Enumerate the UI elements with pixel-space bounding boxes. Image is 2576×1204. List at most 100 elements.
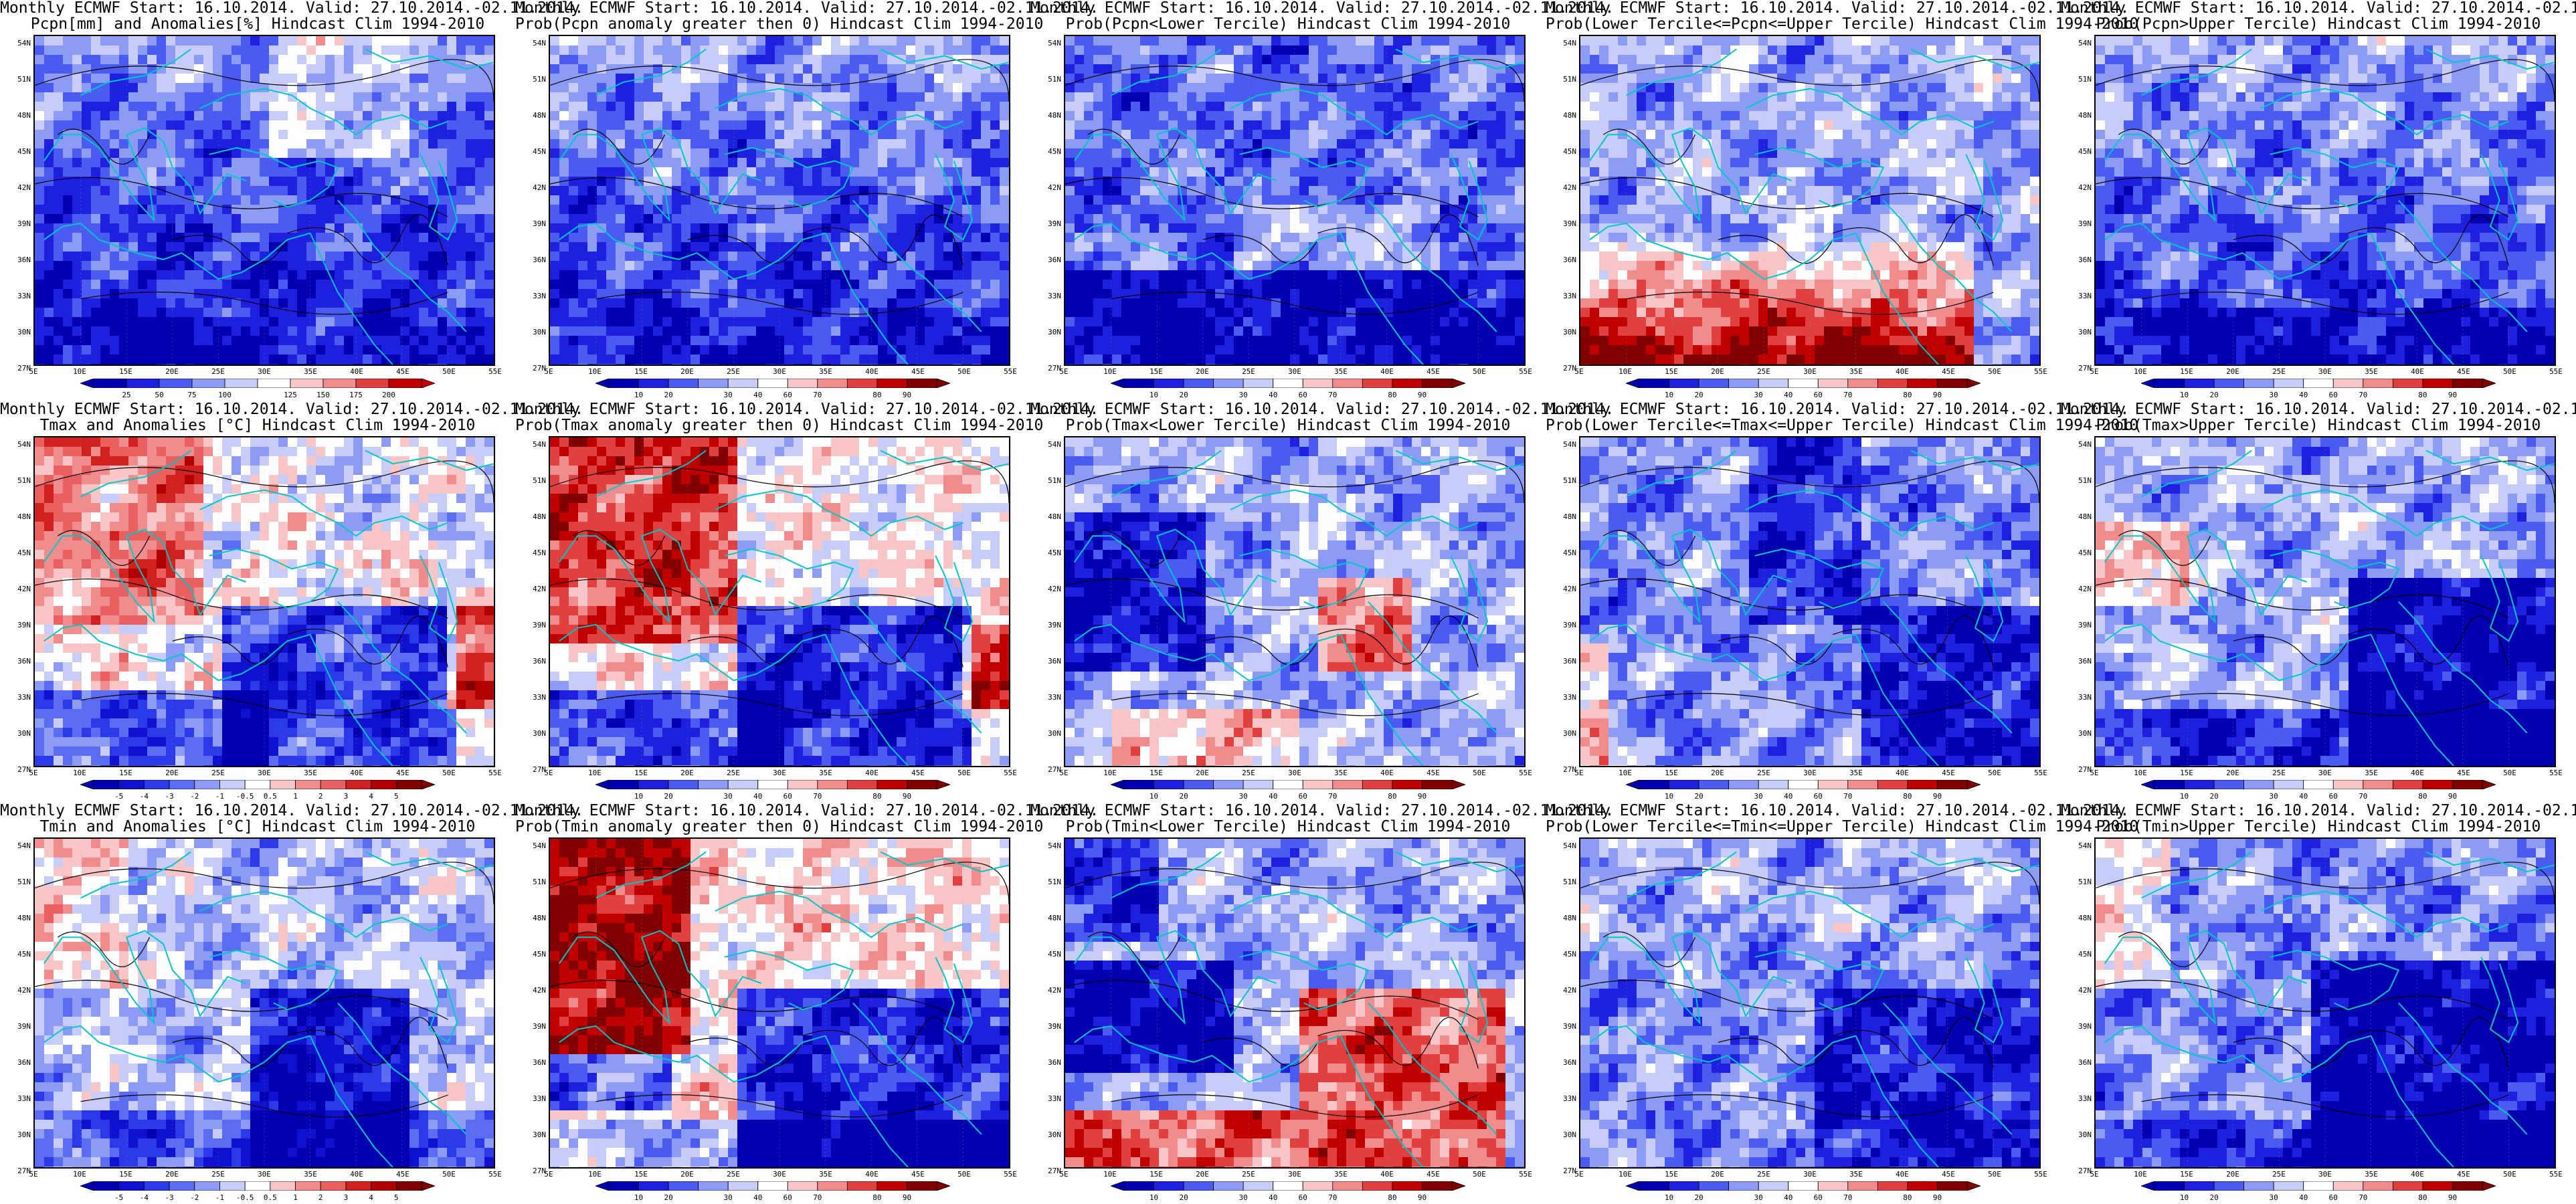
lat-label: 42N [1552,986,1576,995]
isoline [572,931,666,967]
lon-label: 55E [482,769,509,777]
colorbar-swatch [1332,780,1363,789]
lat-label: 48N [7,914,31,922]
lat-label: 39N [1037,219,1061,228]
lon-label: 35E [1843,769,1869,777]
colorbar-tick: 90 [2439,391,2466,399]
isoline [1065,979,1479,1020]
colorbar-tick: 10 [1656,792,1683,801]
lat-label: 30N [1037,1130,1061,1139]
colorbar-swatch [1123,1181,1154,1191]
coastline [2370,233,2454,365]
coastline [80,449,191,498]
lon-label: 40E [858,367,885,376]
lon-label: 55E [2543,769,2569,777]
colorbar-swatch [1639,1181,1669,1191]
lat-label: 39N [522,219,546,228]
map-field [550,437,1009,766]
lon-label: 40E [1889,769,1916,777]
panel-title-line1: Monthly ECMWF Start: 16.10.2014. Valid: … [2061,401,2576,417]
lon-label: 45E [2450,1170,2477,1179]
coastline [2270,949,2400,1011]
lon-label: 15E [112,769,139,777]
lon-label: 55E [997,367,1024,376]
coastline [2398,199,2528,332]
lat-label: 27N [7,765,31,774]
colorbar-tick: 20 [1170,792,1197,801]
map-panel: Monthly ECMWF Start: 16.10.2014. Valid: … [1546,0,2138,401]
coastline [365,851,494,873]
lat-label: 48N [1037,512,1061,521]
isoline [687,636,803,666]
coastline [935,154,974,241]
lon-label: 55E [2543,367,2569,376]
coastline [724,146,854,208]
coastline [558,127,761,223]
lon-label: 45E [905,769,931,777]
colorbar-swatch [270,780,296,789]
colorbar-swatch [1154,780,1184,789]
lon-label: 40E [343,1170,370,1179]
coastline [880,449,1009,472]
colorbar-tick: 90 [1408,1193,1435,1202]
lon-label: 45E [1420,367,1447,376]
coastline [337,199,467,332]
lat-label: 42N [522,585,546,593]
isoline [1065,59,1524,102]
colorbar-swatch [1422,379,1453,388]
lon-label: 25E [205,367,232,376]
colorbar-swatch [2452,1181,2483,1191]
lat-label: 30N [2067,1130,2092,1139]
coastline [1589,222,1856,280]
lon-label: 40E [1374,367,1400,376]
colorbar-swatch [698,780,729,789]
colorbar-tick: -1 [206,1193,233,1202]
colorbar-swatch [2154,1181,2185,1191]
map-field [1065,437,1524,766]
lon-label: 10E [1097,769,1123,777]
lat-label: 51N [1552,75,1576,84]
colorbar-tick: 70 [2350,792,2377,801]
colorbar-swatch [846,780,878,789]
map-panel: Monthly ECMWF Start: 16.10.2014. Valid: … [1030,803,1614,1204]
colorbar-swatch [907,1181,937,1191]
lat-label: 45N [2067,950,2092,959]
lon-label: 45E [905,1170,931,1179]
coastline [43,930,246,1025]
colorbar-tick: 10 [1141,1193,1168,1202]
colorbar-tick: -5 [106,1193,132,1202]
isoline [802,615,963,668]
colorbar-swatch [2213,1181,2245,1191]
lat-label: 48N [2067,914,2092,922]
colorbar-tick: 80 [1894,391,1921,399]
coastline [420,555,458,642]
coastline [1588,930,1792,1025]
isoline [1718,1037,1833,1067]
colorbar-tick: 1 [282,1193,309,1202]
colorbar-swatch [118,780,145,789]
colorbar-tick: 3 [333,1193,359,1202]
lon-label: 30E [2312,1170,2338,1179]
coastline [559,222,826,280]
colorbar-tick: 40 [2290,391,2317,399]
colorbar-swatch [1273,379,1303,388]
colorbar [1626,379,1981,388]
lat-label: 36N [7,256,31,264]
coastline [2104,528,2307,624]
colorbar-tick: 5 [383,792,409,801]
coastline [2398,601,2528,734]
colorbar-swatch [757,379,788,388]
lat-label: 45N [2067,548,2092,557]
colorbar-swatch [345,1181,372,1191]
colorbar [1111,379,1465,388]
colorbar-swatch [244,780,271,789]
coastline [852,601,982,734]
coastline [337,601,467,734]
lat-label: 45N [1037,548,1061,557]
panel-title-line2: Prob(Lower Tercile<=Tmax<=Upper Tercile)… [1546,417,2138,433]
colorbar-swatch [257,379,291,388]
colorbar-tick: 40 [1775,792,1802,801]
colorbar-tick: 90 [1924,1193,1950,1202]
coastline [1073,930,1277,1025]
colorbar-swatch [698,379,729,388]
